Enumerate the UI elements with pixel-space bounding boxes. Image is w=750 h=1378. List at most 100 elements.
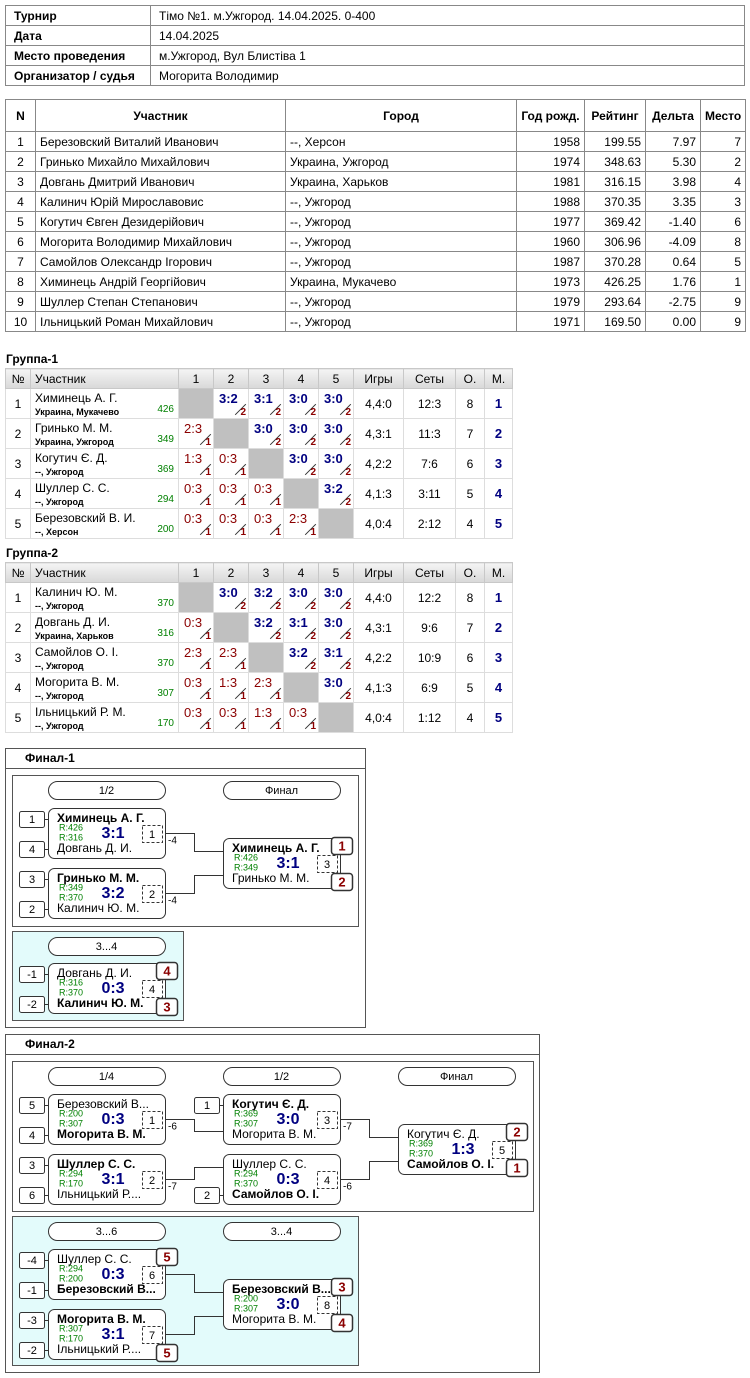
match-round: 2 — [310, 407, 316, 418]
participant-cell: 1974 — [516, 151, 585, 172]
player-name: Химинець А. Г. — [232, 841, 320, 855]
participant-cell: Березовский Виталий Иванович — [35, 131, 286, 152]
place: 4 — [338, 1315, 346, 1330]
round-pill — [223, 781, 341, 800]
player-name: Калинич Ю. М. — [57, 901, 139, 915]
match-score: 2:3 — [184, 421, 203, 436]
column-header: М. — [484, 368, 513, 389]
place: 5 — [484, 508, 513, 539]
score-cell: 3:0 2 — [283, 388, 319, 419]
participant-cell: -1.40 — [645, 211, 701, 232]
row-number: 4 — [5, 478, 31, 509]
column-header: Сеты — [403, 562, 456, 583]
match-score: 0:3 — [276, 1171, 299, 1188]
match-score: 3:0 — [324, 391, 343, 406]
seed-box — [19, 1312, 45, 1329]
match-score: 0:3 — [289, 705, 308, 720]
empty-cell — [178, 582, 214, 613]
column-header: 3 — [248, 562, 284, 583]
place: 2 — [484, 418, 513, 449]
participant-cell: --, Ужгород — [285, 231, 517, 252]
match-number: 3 — [324, 859, 330, 871]
seed-box — [19, 1282, 45, 1299]
column-header: О. — [455, 562, 485, 583]
loser-destination: -4 — [168, 896, 177, 907]
place: 4 — [484, 672, 513, 703]
participant-cell: 5 — [5, 211, 36, 232]
place-box — [155, 1343, 179, 1363]
score-cell: 0:3 1 — [248, 478, 284, 509]
empty-cell — [248, 642, 284, 673]
player-name: Самойлов О. І. — [407, 1157, 494, 1171]
column-header: N — [5, 99, 36, 132]
round-label: Финал — [440, 1071, 473, 1083]
player-name: Ільницький Р.... — [57, 1342, 141, 1356]
loser-destination: -7 — [168, 1182, 177, 1193]
participant-cell: 1971 — [516, 311, 585, 332]
player-name: Химинець А. Г. — [35, 391, 118, 405]
player-rating: R:200 — [59, 1108, 83, 1118]
seed: -2 — [27, 1345, 37, 1357]
empty-cell — [248, 448, 284, 479]
sets: 12:3 — [403, 388, 456, 419]
match-box — [223, 838, 341, 889]
group-header: № Участник 1 2 3 4 5 Игры Сеты О. М. — [5, 562, 513, 583]
match-number-box — [142, 1326, 163, 1344]
connector — [165, 1316, 223, 1335]
participant-cell: 1988 — [516, 191, 585, 212]
games: 4,2:2 — [353, 448, 404, 479]
round-pill — [48, 937, 166, 956]
column-header: 1 — [178, 368, 214, 389]
seed-box — [19, 1157, 45, 1174]
match-score: 1:3 — [254, 705, 273, 720]
score-cell: 3:0 2 — [283, 418, 319, 449]
participant-cell: 9 — [700, 311, 746, 332]
player-city: --, Ужгород — [35, 601, 84, 611]
round-label: 1/4 — [99, 1071, 114, 1083]
seed-box — [19, 1097, 45, 1114]
participant-cell: 199.55 — [584, 131, 646, 152]
place: 4 — [484, 478, 513, 509]
row-number: 3 — [5, 642, 31, 673]
match-number-box — [142, 980, 163, 998]
round-pill — [48, 1222, 166, 1241]
participant-cell: Когутич Євген Дезидерійович — [35, 211, 286, 232]
row-number: 3 — [5, 448, 31, 479]
place: 4 — [163, 963, 171, 978]
match-score: 3:1 — [324, 645, 343, 660]
player-rating: R:200 — [59, 1273, 83, 1283]
place: 5 — [163, 1249, 170, 1264]
info-label: Место проведения — [5, 45, 151, 66]
match-number: 8 — [324, 1300, 330, 1312]
participant-cell: 169.50 — [584, 311, 646, 332]
score-cell: 1:3 1 — [178, 448, 214, 479]
seed-box — [19, 901, 45, 918]
match-round: 1 — [240, 467, 246, 478]
sets: 11:3 — [403, 418, 456, 449]
participant-cell: --, Ужгород — [285, 191, 517, 212]
match-round: 2 — [310, 601, 316, 612]
participant-cell: 1979 — [516, 291, 585, 312]
player-name: Шуллер С. С. — [57, 1252, 132, 1266]
player-city: --, Ужгород — [35, 661, 84, 671]
participant-cell: 2 — [5, 151, 36, 172]
participant-row: 2 Гринько Михайло Михайлович Украина, Ужго… — [5, 151, 746, 172]
match-score: 3:0 — [324, 675, 343, 690]
place: 5 — [484, 702, 513, 733]
match-number: 3 — [324, 1115, 330, 1127]
participant-cell: --, Херсон — [285, 131, 517, 152]
games: 4,0:4 — [353, 702, 404, 733]
match-number-box — [142, 1171, 163, 1189]
info-value: Тімо №1. м.Ужгород. 14.04.2025. 0-400 — [150, 5, 745, 26]
match-score: 3:0 — [276, 1296, 299, 1313]
info-label: Дата — [5, 25, 151, 46]
player-name: Гринько М. М. — [57, 871, 139, 885]
participant-cell: 5.30 — [645, 151, 701, 172]
match-score: 3:1 — [254, 391, 273, 406]
group-row: 5 Березовский В. И. --, Херсон 200 0:3 1 0:3 1 0… — [5, 508, 513, 539]
round-label: 3...6 — [96, 1226, 117, 1238]
match-score: 0:3 — [219, 511, 238, 526]
participant-cell: 1.76 — [645, 271, 701, 292]
round-label: 3...4 — [271, 1226, 292, 1238]
score-cell: 3:2 2 — [248, 582, 284, 613]
